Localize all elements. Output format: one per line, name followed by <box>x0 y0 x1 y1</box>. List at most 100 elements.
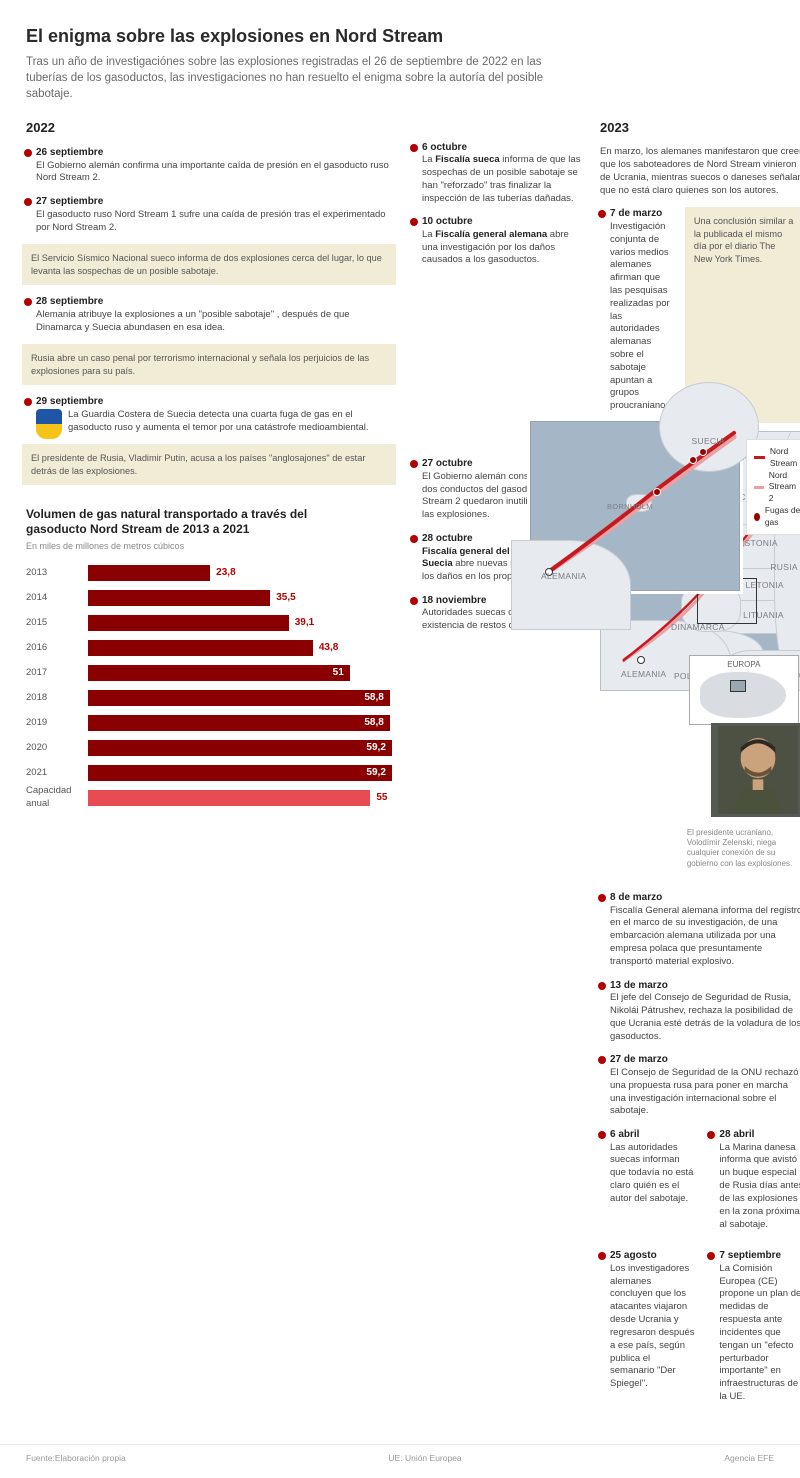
year-2023: 2023 <box>600 119 800 137</box>
label-bornholm: BORNHOLM <box>607 502 653 512</box>
entry-body: La Fiscalía sueca informa de que las sos… <box>422 154 584 205</box>
bar-value: 43,8 <box>319 641 338 655</box>
bar-fill: 51 <box>88 665 350 681</box>
bar-label: 2014 <box>26 592 88 605</box>
entry-date: 25 agosto <box>610 1249 695 1263</box>
timeline-entry: 28 abrilLa Marina danesa informa que avi… <box>709 1128 800 1231</box>
label-letonia: LETONIA <box>746 580 784 591</box>
entry-date: 8 de marzo <box>610 891 800 905</box>
timeline-entry: 6 abrilLas autoridades suecas informan q… <box>600 1128 695 1206</box>
chart-title: Volumen de gas natural transportado a tr… <box>26 507 356 537</box>
label-estonia: ESTONIA <box>739 538 778 549</box>
bullet-icon <box>410 218 418 226</box>
timeline-entry: 28 septiembreAlemania atribuye la explos… <box>26 295 396 334</box>
timeline-entry: 7 de marzoInvestigación conjunta de vari… <box>600 207 673 413</box>
entry-date: 7 de marzo <box>610 207 673 221</box>
bar-fill: 59,2 <box>88 740 392 756</box>
entry-date: 13 de marzo <box>610 979 800 993</box>
timeline-entry: 13 de marzoEl jefe del Consejo de Seguri… <box>600 979 800 1044</box>
bullet-icon <box>410 597 418 605</box>
crest-icon <box>36 409 62 439</box>
entry-body: La Fiscalía general alemana abre una inv… <box>422 229 584 267</box>
bar-fill: 58,8 <box>88 715 390 731</box>
entry-date: 28 abril <box>719 1128 800 1142</box>
legend-ns2: Nord Stream 2 <box>769 470 800 504</box>
bar-label: 2021 <box>26 767 88 780</box>
column-2022-a: 2022 26 septiembreEl Gobierno alemán con… <box>26 119 396 1414</box>
bar-row: 2020 59,2 <box>26 737 396 759</box>
chart-subtitle: En miles de millones de metros cúbicos <box>26 540 396 552</box>
bar-value: 58,8 <box>364 716 383 730</box>
subheadline: Tras un año de investigaciónes sobre las… <box>26 54 586 102</box>
bar-row: 2016 43,8 <box>26 637 396 659</box>
bullet-icon <box>598 210 606 218</box>
entry-body: El Gobierno alemán confirma una importan… <box>36 160 396 186</box>
entry-date: 27 de marzo <box>610 1053 800 1067</box>
bar-row: Capacidad anual 55 <box>26 787 396 809</box>
entry-body: La Guardia Costera de Suecia detecta una… <box>36 409 396 435</box>
bar-fill <box>88 640 313 656</box>
bullet-icon <box>598 1131 606 1139</box>
map-inset: SUECIA BORNHOLM ALEMANIA <box>530 421 740 591</box>
bullet-icon <box>410 460 418 468</box>
bar-row: 201435,5 <box>26 587 396 609</box>
entry-date: 6 octubre <box>422 141 584 155</box>
headline: El enigma sobre las explosiones en Nord … <box>26 24 774 48</box>
column-2023: 2023 En marzo, los alemanes manifestaron… <box>600 119 800 1414</box>
entry-body: Alemania atribuye la explosiones a un "p… <box>36 309 396 335</box>
bullet-icon <box>598 1252 606 1260</box>
bar-row: 2019 58,8 <box>26 712 396 734</box>
bar-label: Capacidad anual <box>26 785 88 811</box>
bar-fill <box>88 590 270 606</box>
bar-row: 201751 <box>26 662 396 684</box>
label-alemania: ALEMANIA <box>621 669 666 680</box>
portrait-caption: El presidente ucraniano, Volodímir Zelen… <box>687 828 800 870</box>
entry-body: El jefe del Consejo de Seguridad de Rusi… <box>610 992 800 1043</box>
label-suecia-inset: SUECIA <box>692 436 725 447</box>
legend-ns1: Nord Stream <box>770 446 800 469</box>
label-lituania: LITUANIA <box>743 610 784 621</box>
footer-source: Fuente:Elaboración propia <box>26 1453 126 1464</box>
timeline-entry: 27 septiembreEl gasoducto ruso Nord Stre… <box>26 195 396 234</box>
entry-body: La Comisión Europea (CE) propone un plan… <box>719 1263 800 1404</box>
timeline-note: El presidente de Rusia, Vladimir Putin, … <box>22 444 396 485</box>
entry-date: 7 septiembre <box>719 1249 800 1263</box>
entry-body: Fiscalía General alemana informa del reg… <box>610 905 800 969</box>
bar-label: 2020 <box>26 742 88 755</box>
bar-value: 59,2 <box>366 766 385 780</box>
bullet-icon <box>24 298 32 306</box>
footer: Fuente:Elaboración propia UE: Unión Euro… <box>0 1444 800 1478</box>
bullet-icon <box>598 982 606 990</box>
bar-row: 201539,1 <box>26 612 396 634</box>
entry-body: Las autoridades suecas informan que toda… <box>610 1142 695 1206</box>
entry-body: La Marina danesa informa que avistó un b… <box>719 1142 800 1232</box>
bullet-icon <box>598 1056 606 1064</box>
label-rusia: RUSIA <box>770 562 797 573</box>
timeline-entry: 27 de marzoEl Consejo de Seguridad de la… <box>600 1053 800 1118</box>
entry-body: El gasoducto ruso Nord Stream 1 sufre un… <box>36 209 396 235</box>
label-dinamarca: DINAMARCA <box>671 622 725 633</box>
label-alemania-inset: ALEMANIA <box>541 571 586 582</box>
footer-mid: UE: Unión Europea <box>388 1453 461 1464</box>
bar-value: 55 <box>376 791 387 805</box>
timeline-note: Rusia abre un caso penal por terrorismo … <box>22 344 396 385</box>
label-europa: EUROPA <box>727 660 760 671</box>
bar-value: 59,2 <box>366 741 385 755</box>
map-area: Nord Stream Nord Stream 2 Fugas de gas <box>600 431 800 691</box>
entry-body: El Consejo de Seguridad de la ONU rechaz… <box>610 1067 800 1118</box>
portrait-zelensky <box>711 723 800 817</box>
bullet-icon <box>598 894 606 902</box>
bar-row: 2021 59,2 <box>26 762 396 784</box>
intro-2023: En marzo, los alemanes manifestaron que … <box>600 146 800 197</box>
entry-date: 27 septiembre <box>36 195 396 209</box>
entry-date: 28 septiembre <box>36 295 396 309</box>
timeline-entry: 7 septiembreLa Comisión Europea (CE) pro… <box>709 1249 800 1403</box>
bar-value: 51 <box>333 666 344 680</box>
entry-date: 10 octubre <box>422 215 584 229</box>
bar-label: 2016 <box>26 642 88 655</box>
bar-label: 2019 <box>26 717 88 730</box>
bar-value: 39,1 <box>295 616 314 630</box>
bar-fill <box>88 790 370 806</box>
bullet-icon <box>707 1131 715 1139</box>
bar-row: 201323,8 <box>26 562 396 584</box>
